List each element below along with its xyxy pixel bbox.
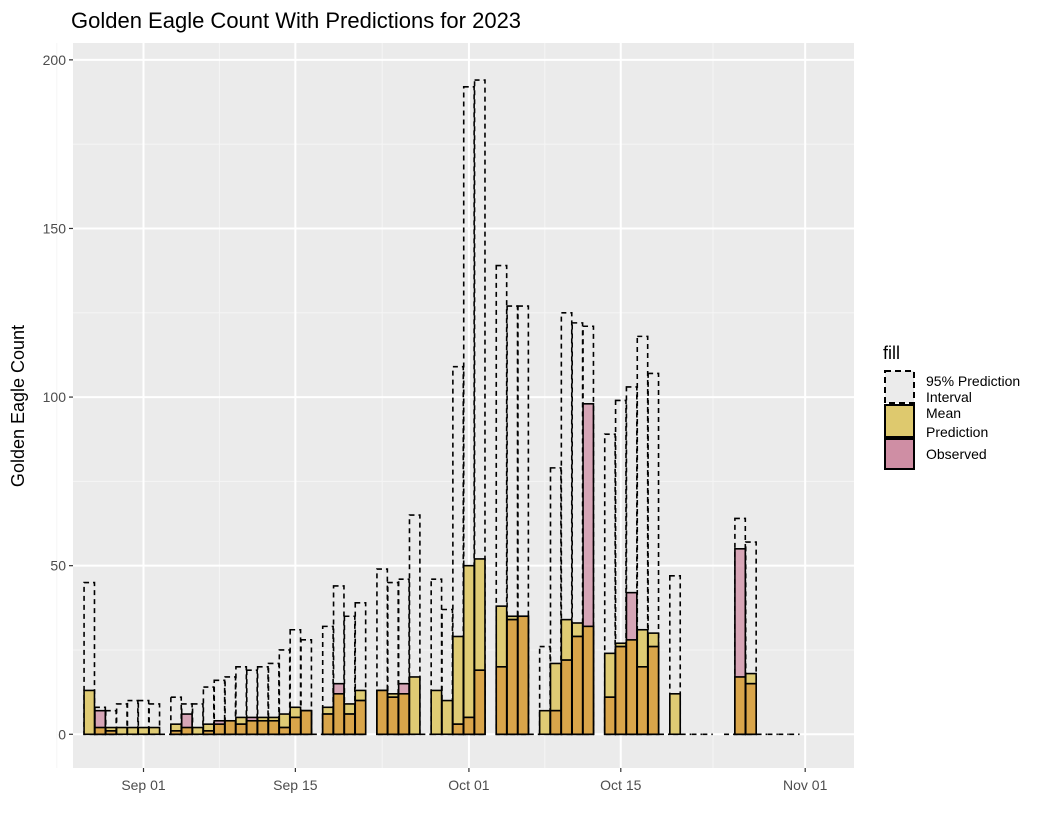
- y-axis-title: Golden Eagle Count: [8, 325, 28, 487]
- x-tick-label: Sep 01: [121, 777, 166, 793]
- overlap-bar: [452, 723, 465, 736]
- x-tick-label: Nov 01: [783, 777, 828, 793]
- overlap-bar: [256, 719, 269, 736]
- legend-key-observed: [884, 438, 915, 470]
- overlap-bar: [180, 726, 193, 736]
- mean-bar: [126, 726, 139, 736]
- legend-label-mean-line1: Mean: [926, 405, 961, 421]
- x-tick-label: Sep 15: [273, 777, 318, 793]
- overlap-bar: [603, 696, 616, 736]
- mean-bar: [452, 635, 465, 736]
- mean-bar: [115, 726, 128, 736]
- overlap-bar: [300, 709, 313, 736]
- y-tick-label: 100: [43, 389, 67, 405]
- overlap-bar: [354, 699, 367, 736]
- overlap-bar: [386, 696, 399, 736]
- mean-bar: [441, 699, 454, 736]
- overlap-bar: [397, 693, 410, 736]
- overlap-bar: [495, 666, 508, 736]
- overlap-bar: [94, 726, 107, 736]
- legend-key-mean: [884, 404, 915, 438]
- x-tick-label: Oct 15: [600, 777, 641, 793]
- overlap-bar: [289, 716, 302, 736]
- interval-bar: [462, 86, 475, 736]
- overlap-bar: [571, 635, 584, 736]
- mean-bar: [538, 709, 551, 736]
- overlap-bar: [744, 682, 757, 736]
- overlap-bar: [647, 645, 660, 736]
- overlap-bar: [332, 693, 345, 736]
- overlap-bar: [636, 666, 649, 736]
- overlap-bar: [235, 723, 248, 736]
- interval-bar: [202, 686, 215, 736]
- interval-bar: [430, 578, 443, 736]
- overlap-bar: [245, 719, 258, 736]
- mean-bar: [408, 676, 421, 736]
- interval-bar: [647, 372, 660, 736]
- legend-item-mean: Mean Prediction: [884, 404, 988, 440]
- count-bars: [83, 403, 757, 736]
- mean-bar: [462, 564, 475, 736]
- legend-label-mean-line2: Prediction: [926, 424, 988, 440]
- overlap-bar: [343, 713, 356, 736]
- overlap-bar: [473, 669, 486, 736]
- interval-bar: [397, 578, 410, 736]
- interval-bar: [495, 264, 508, 736]
- mean-bar: [669, 693, 682, 736]
- overlap-bar: [213, 723, 226, 736]
- overlap-bar: [560, 659, 573, 736]
- mean-bar: [83, 689, 96, 736]
- overlap-bar: [506, 618, 519, 736]
- mean-bar: [137, 726, 150, 736]
- overlap-bar: [625, 639, 638, 736]
- chart-title: Golden Eagle Count With Predictions for …: [71, 8, 521, 33]
- legend-label-observed: Observed: [926, 446, 987, 462]
- interval-bar: [321, 625, 334, 736]
- legend-title: fill: [883, 343, 900, 363]
- mean-bar: [148, 726, 161, 736]
- interval-bar: [267, 662, 280, 736]
- overlap-bar: [170, 730, 183, 736]
- y-tick-label: 150: [43, 220, 67, 236]
- y-tick-label: 0: [58, 726, 66, 742]
- overlap-bar: [517, 615, 530, 736]
- interval-bar: [213, 679, 226, 736]
- overlap-bar: [104, 730, 117, 736]
- overlap-bar: [376, 689, 389, 736]
- overlap-bar: [582, 625, 595, 736]
- legend-item-interval: 95% Prediction Interval: [884, 370, 1020, 405]
- overlap-bar: [614, 645, 627, 736]
- overlap-bar: [267, 719, 280, 736]
- x-tick-label: Oct 01: [448, 777, 489, 793]
- overlap-bar: [549, 709, 562, 736]
- y-tick-label: 50: [50, 558, 66, 574]
- legend-label-interval-line2: Interval: [926, 389, 972, 405]
- legend-item-observed: Observed: [884, 438, 987, 470]
- overlap-bar: [734, 676, 747, 736]
- overlap-bar: [278, 726, 291, 736]
- overlap-bar: [202, 730, 215, 736]
- overlap-bar: [321, 713, 334, 736]
- mean-bar: [191, 726, 204, 736]
- y-tick-label: 200: [43, 52, 67, 68]
- overlap-bar: [462, 716, 475, 736]
- mean-bar: [430, 689, 443, 736]
- overlap-bar: [224, 719, 237, 736]
- legend-label-interval-line1: 95% Prediction: [926, 373, 1020, 389]
- legend: fill 95% Prediction Interval Mean Predic…: [883, 343, 1020, 470]
- axes: 0 50 100 150 200 Sep 01 Sep 15 Oct 01 Oct 15 Nov …: [43, 52, 828, 793]
- legend-key-interval: [884, 370, 915, 404]
